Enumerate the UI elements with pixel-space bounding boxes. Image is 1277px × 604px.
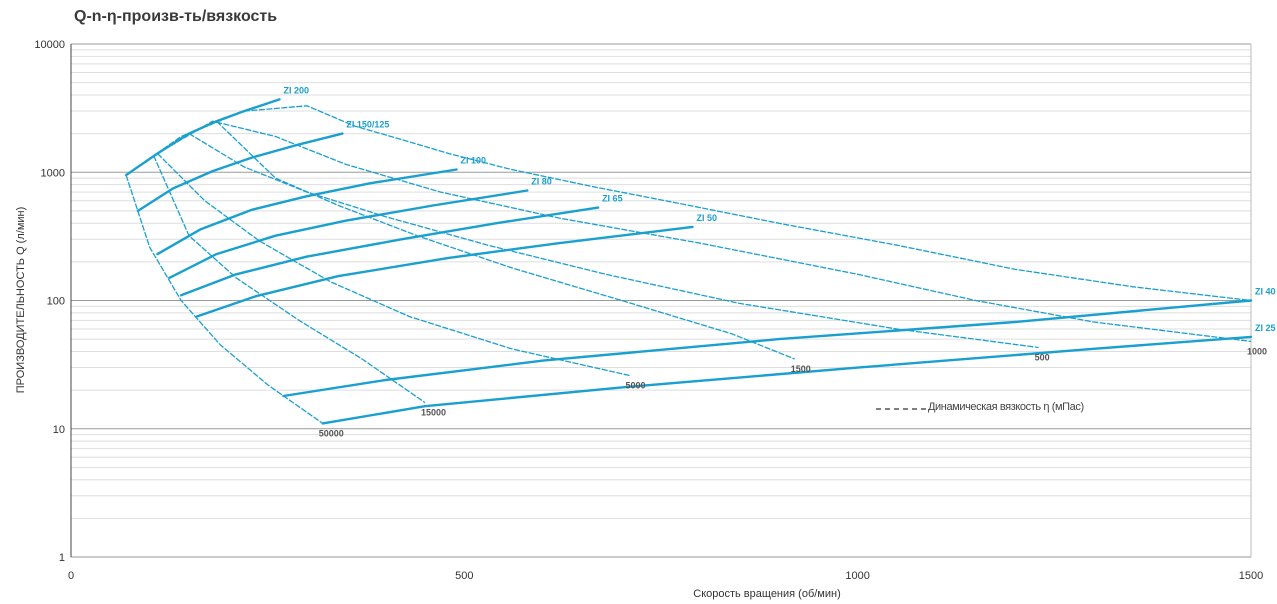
series-label: ZI 50	[696, 213, 717, 223]
viscosity-label: 500	[1035, 353, 1050, 363]
viscosity-curve	[157, 120, 1252, 343]
series-line	[179, 206, 600, 297]
y-axis-title: ПРОИЗВОДИТЕЛЬНОСТЬ Q (л/мин)	[15, 207, 27, 394]
series-lines	[124, 98, 1253, 425]
series-label: ZI 65	[602, 194, 623, 204]
y-tick-label: 1	[59, 552, 65, 564]
series-line	[282, 299, 1253, 398]
x-axis-title: Скорость вращения (об/мин)	[693, 588, 841, 600]
x-tick-label: 0	[68, 570, 74, 582]
viscosity-label: 15000	[421, 408, 446, 418]
series-label: ZI 40	[1255, 287, 1276, 297]
series-line	[136, 132, 344, 213]
series-line	[156, 168, 458, 256]
series-label: ZI 200	[283, 85, 309, 95]
x-tick-label: 1000	[845, 570, 869, 582]
series-line	[168, 189, 529, 280]
series-label: ZI 100	[460, 156, 486, 166]
grid	[71, 43, 1251, 558]
viscosity-curve	[125, 174, 324, 424]
series-line	[195, 225, 694, 318]
y-tick-label: 10000	[34, 39, 65, 51]
viscosity-curve	[216, 120, 795, 360]
series-label: ZI 25	[1255, 323, 1276, 333]
y-tick-label: 1000	[41, 167, 65, 179]
viscosity-curve	[188, 133, 1039, 349]
legend: Динамическая вязкость η (мПас)	[876, 401, 1084, 413]
viscosity-label: 5000	[626, 381, 646, 391]
viscosity-label: 50000	[319, 428, 344, 438]
series-line	[124, 98, 281, 177]
viscosity-curves	[125, 105, 1252, 424]
viscosity-curve	[157, 153, 630, 377]
viscosity-label: 1000	[1247, 346, 1267, 356]
y-tick-label: 10	[53, 424, 65, 436]
series-line	[321, 335, 1253, 425]
chart-title: Q-n-η-произв-ть/вязкость	[74, 8, 278, 25]
viscosity-curve	[125, 105, 1252, 302]
series-label: ZI 80	[531, 177, 552, 187]
curve-labels: 1000 500 1500 5000 15000 50000 ZI 200 ZI 150/12…	[283, 85, 1275, 438]
y-tick-label: 100	[47, 296, 65, 308]
x-tick-label: 1500	[1239, 570, 1263, 582]
x-tick-label: 500	[455, 570, 473, 582]
legend-label: Динамическая вязкость η (мПас)	[928, 401, 1084, 413]
series-label: ZI 150/125	[346, 120, 389, 130]
viscosity-label: 1500	[791, 364, 811, 374]
viscosity-curve	[153, 155, 426, 404]
